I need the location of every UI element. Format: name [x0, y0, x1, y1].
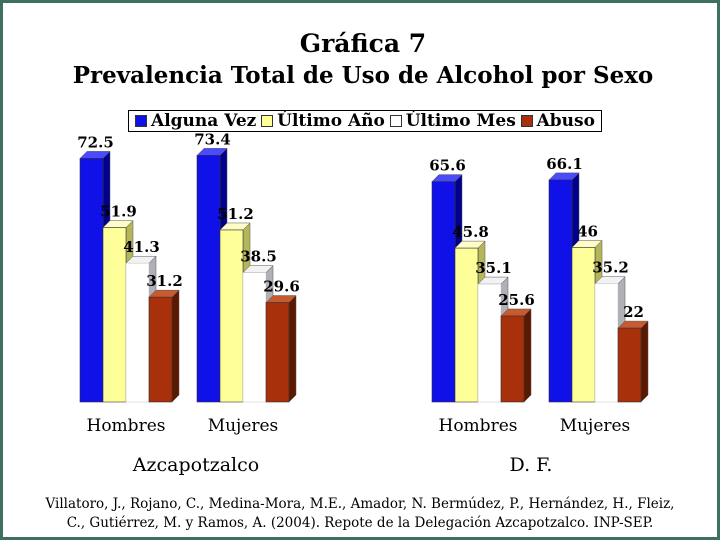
data-label: 45.8 — [452, 223, 489, 241]
legend-swatch-abuso — [520, 115, 533, 127]
data-label: 51.2 — [217, 205, 254, 223]
category-label: Hombres — [439, 416, 518, 436]
legend-swatch-ultimo-ano — [261, 115, 274, 127]
data-label: 41.3 — [123, 238, 160, 256]
legend-label: Último Año — [277, 111, 385, 131]
data-label: 66.1 — [546, 155, 583, 173]
group-label-azcapotzalco: Azcapotzalco — [132, 454, 260, 476]
chart-title: Gráfica 7 — [299, 29, 427, 58]
source-line: C., Gutiérrez, M. y Ramos, A. (2004). Re… — [66, 515, 654, 531]
category-label: Mujeres — [208, 416, 279, 436]
bar-alguna-vez — [431, 173, 463, 403]
data-label: 65.6 — [429, 157, 466, 175]
legend-swatch-ultimo-mes — [389, 115, 402, 127]
data-label: 35.1 — [475, 259, 512, 277]
data-label: 46 — [577, 222, 598, 240]
bar-abuso — [148, 289, 180, 403]
bar-abuso — [265, 294, 297, 403]
data-label: 22 — [623, 303, 644, 321]
legend-label: Alguna Vez — [151, 111, 257, 131]
data-label: 73.4 — [194, 130, 231, 148]
bar-abuso — [500, 308, 532, 403]
data-label: 51.9 — [100, 203, 137, 221]
legend-item-alguna-vez: Alguna Vez — [135, 111, 256, 131]
data-label: 31.2 — [146, 272, 183, 290]
data-label: 35.2 — [592, 259, 629, 277]
data-label: 72.5 — [77, 133, 114, 151]
bar-abuso — [617, 320, 649, 403]
legend-swatch-alguna-vez — [135, 115, 147, 127]
data-label: 38.5 — [240, 248, 277, 266]
data-label: 29.6 — [263, 278, 300, 296]
legend-label: Abuso — [536, 111, 595, 131]
legend-item-ultimo-mes: Último Mes — [389, 111, 516, 131]
source-citation: Villatoro, J., Rojano, C., Medina-Mora, … — [20, 495, 700, 533]
source-line: Villatoro, J., Rojano, C., Medina-Mora, … — [45, 496, 675, 512]
legend-item-ultimo-ano: Último Año — [261, 111, 385, 131]
legend-item-abuso: Abuso — [520, 111, 595, 131]
chart-legend: Alguna Vez Último Año Último Mes Abuso — [128, 110, 602, 132]
data-label: 25.6 — [498, 291, 535, 309]
category-label: Mujeres — [560, 416, 631, 436]
chart-subtitle: Prevalencia Total de Uso de Alcohol por … — [72, 62, 654, 89]
category-label: Hombres — [87, 416, 166, 436]
legend-label: Último Mes — [405, 111, 516, 131]
group-label-df: D. F. — [509, 454, 553, 476]
